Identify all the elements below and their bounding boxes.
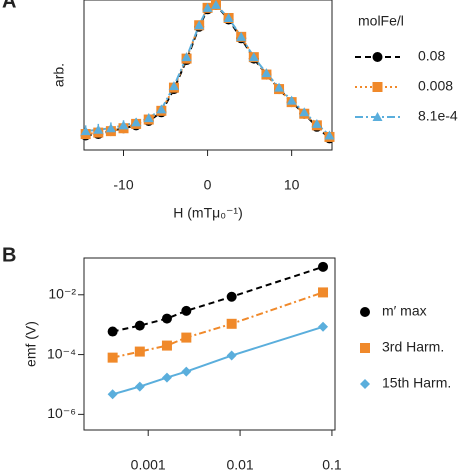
series-line: [112, 325, 324, 396]
marker: [105, 123, 116, 133]
marker: [311, 118, 322, 128]
y-tick-label: 10⁻⁴: [47, 345, 76, 361]
legend-label: 0.008: [418, 78, 453, 94]
marker: [181, 52, 192, 62]
marker: [202, 2, 213, 12]
series-line: [85, 3, 331, 137]
marker: [324, 130, 335, 140]
legend-label: 8.1e-4: [418, 108, 458, 124]
marker: [318, 287, 329, 298]
marker: [299, 107, 310, 117]
x-tick-label: 10: [284, 177, 300, 193]
marker: [156, 104, 167, 114]
marker: [181, 366, 192, 377]
marker: [168, 81, 179, 91]
legend-label: 15th Harm.: [382, 375, 451, 391]
marker: [248, 52, 259, 62]
marker: [143, 113, 154, 123]
x-axis-label: Conc. (molFe/l): [162, 473, 258, 474]
plot-area: [112, 265, 324, 396]
series-line: [85, 3, 331, 138]
marker: [194, 20, 205, 30]
x-tick-label: 0.1: [322, 457, 342, 473]
series-line: [85, 3, 331, 140]
x-tick-label: 0.001: [131, 457, 166, 473]
marker: [161, 340, 172, 351]
marker: [181, 305, 192, 316]
legend-label: 0.08: [418, 48, 445, 64]
marker: [286, 95, 297, 105]
y-tick-label: 10⁻⁶: [47, 405, 76, 421]
legend-marker: [360, 307, 370, 317]
x-tick-label: 0.01: [226, 457, 253, 473]
marker: [318, 261, 329, 272]
legend-marker: [372, 82, 383, 92]
marker: [80, 126, 91, 136]
marker: [236, 31, 247, 41]
plot-area: [84, 2, 331, 140]
marker: [131, 117, 142, 127]
marker: [226, 291, 237, 302]
legend-label: 3rd Harm.: [382, 339, 444, 355]
x-tick-label: -10: [113, 177, 133, 193]
y-tick-label: 10⁻²: [48, 285, 76, 301]
marker: [107, 389, 118, 400]
series-line: [112, 291, 324, 359]
legend-marker: [372, 112, 383, 121]
legend-marker: [372, 52, 383, 62]
marker: [161, 313, 172, 324]
panel-letter: B: [2, 244, 16, 266]
legend-label: m′ max: [382, 303, 427, 319]
x-tick-label: 0: [204, 177, 212, 193]
marker: [318, 321, 329, 332]
marker: [274, 82, 285, 92]
marker: [161, 372, 172, 383]
marker: [181, 332, 192, 343]
marker: [107, 352, 118, 363]
marker: [118, 120, 129, 130]
marker: [134, 346, 145, 357]
x-axis-label: H (mTμ₀⁻¹): [173, 205, 242, 221]
legend-title: molFe/l: [358, 13, 404, 29]
marker: [210, 0, 221, 9]
marker: [226, 318, 237, 329]
y-axis-label: emf (V): [23, 321, 39, 367]
marker: [223, 12, 234, 22]
marker: [134, 381, 145, 392]
marker: [226, 350, 237, 361]
legend-marker: [360, 343, 370, 353]
marker: [261, 68, 272, 78]
series-line: [112, 265, 324, 333]
marker: [134, 320, 145, 331]
plot-frame: [83, 257, 336, 431]
marker: [107, 326, 118, 337]
legend-marker: [360, 379, 370, 389]
y-axis-label: arb.: [51, 63, 67, 87]
marker: [93, 124, 104, 134]
panel-letter: A: [2, 0, 16, 12]
